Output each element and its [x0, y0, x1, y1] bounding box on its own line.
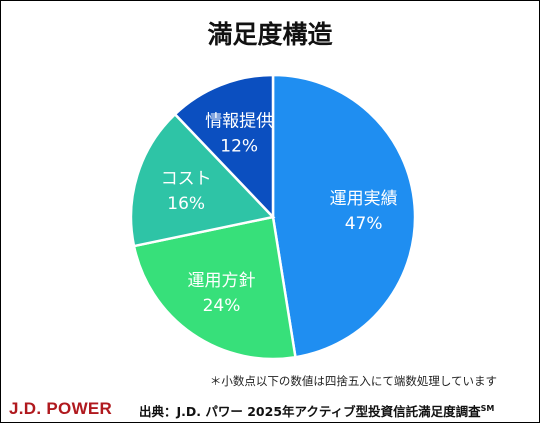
- chart-title: 満足度構造: [207, 20, 333, 49]
- footnote: ＊小数点以下の数値は四捨五入にて端数処理しています: [209, 374, 497, 388]
- slice-value-joho-teikyo: 12%: [220, 137, 258, 157]
- pie-slice-unyo-jisseki: [271, 73, 417, 359]
- slice-value-cost: 16%: [167, 194, 205, 214]
- source-text: 出典：J.D. パワー 2025年アクティブ型投資信託満足度調査: [139, 404, 481, 419]
- slice-value-unyo-jisseki: 47%: [345, 214, 383, 234]
- slice-value-unyo-hoshin: 24%: [203, 296, 241, 316]
- pie-slice-cost: [129, 112, 276, 248]
- pie-slice-unyo-hoshin: [132, 215, 297, 361]
- slice-label-unyo-jisseki: 運用実績: [330, 189, 398, 209]
- source-note: 出典：J.D. パワー 2025年アクティブ型投資信託満足度調査SM: [139, 401, 494, 420]
- slice-label-joho-teikyo: 情報提供: [205, 112, 273, 132]
- slice-label-unyo-hoshin: 運用方針: [188, 271, 256, 291]
- brand-logo: J.D. POWER: [9, 399, 113, 418]
- service-mark: SM: [480, 403, 495, 413]
- slice-label-cost: コスト: [161, 169, 212, 189]
- pie-slice-joho-teikyo: [173, 73, 275, 221]
